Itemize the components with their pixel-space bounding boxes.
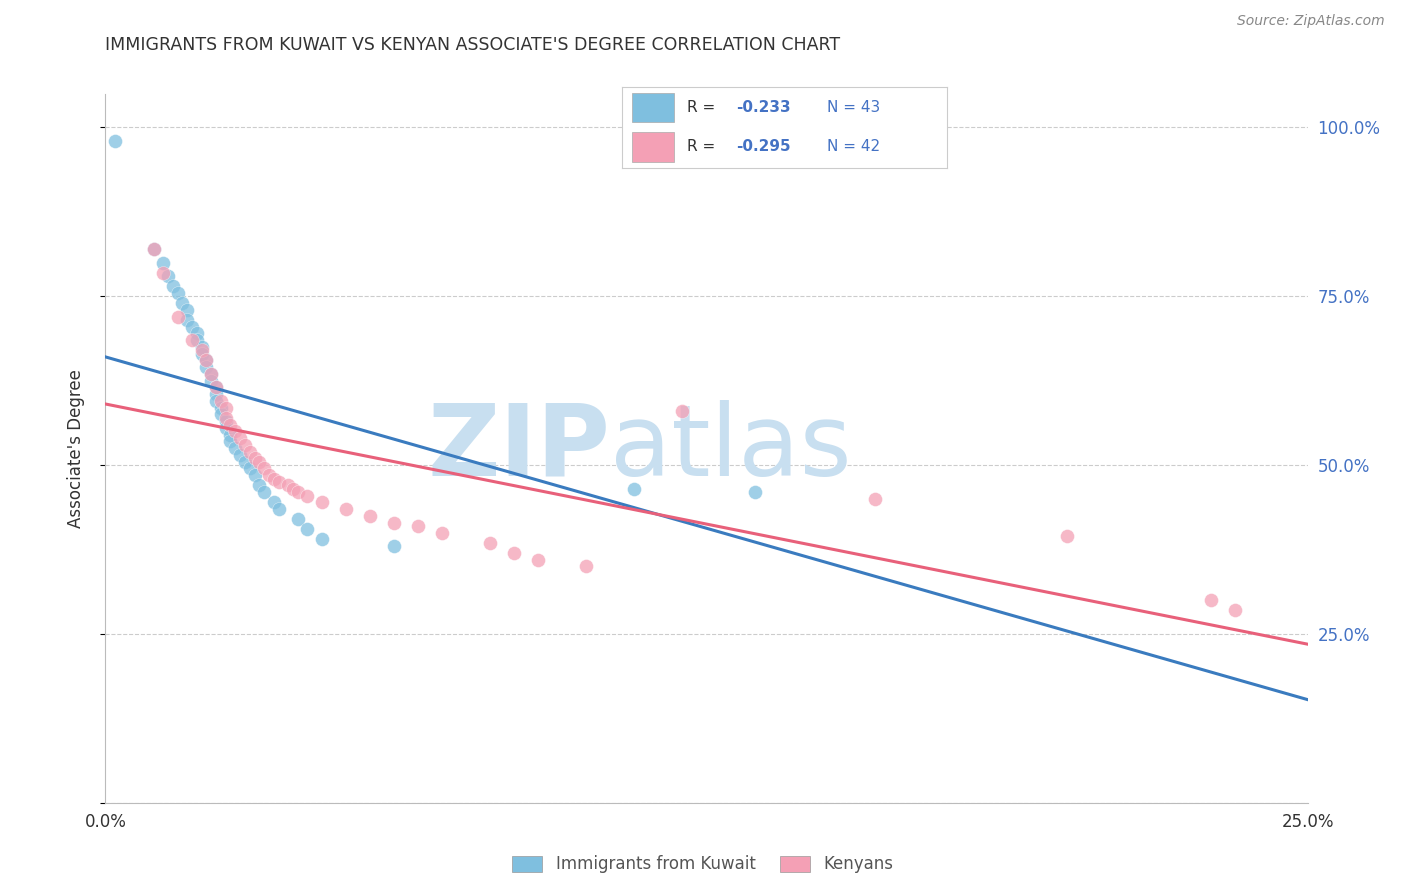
Point — [863, 491, 886, 506]
Point — [406, 519, 429, 533]
Point — [104, 134, 127, 148]
Point — [176, 313, 198, 327]
Text: ZIP: ZIP — [427, 400, 610, 497]
Point — [162, 279, 184, 293]
Point — [744, 485, 766, 500]
Point — [623, 482, 645, 496]
Text: Source: ZipAtlas.com: Source: ZipAtlas.com — [1237, 14, 1385, 29]
Point — [190, 340, 212, 354]
Point — [253, 485, 276, 500]
Point — [205, 387, 228, 401]
Point — [233, 455, 256, 469]
Legend: Immigrants from Kuwait, Kenyans: Immigrants from Kuwait, Kenyans — [506, 849, 900, 880]
Point — [195, 353, 218, 368]
Point — [214, 414, 236, 428]
Point — [287, 485, 309, 500]
Point — [359, 508, 381, 523]
Point — [263, 495, 285, 509]
Point — [214, 410, 236, 425]
Point — [186, 333, 208, 347]
Point — [1392, 647, 1406, 661]
Point — [257, 468, 280, 483]
Point — [671, 404, 693, 418]
Point — [214, 421, 236, 435]
Point — [200, 374, 222, 388]
Point — [224, 425, 246, 439]
Point — [190, 343, 212, 358]
Point — [430, 525, 453, 540]
Point — [287, 512, 309, 526]
Point — [267, 502, 290, 516]
Point — [166, 285, 188, 300]
Point — [224, 442, 246, 456]
Point — [219, 427, 242, 442]
Point — [195, 353, 218, 368]
Point — [205, 380, 228, 394]
Point — [172, 296, 194, 310]
Point — [243, 468, 266, 483]
Point — [239, 461, 262, 475]
Point — [247, 455, 270, 469]
Point — [503, 546, 526, 560]
Point — [142, 242, 165, 256]
Point — [176, 302, 198, 317]
Point — [229, 448, 252, 462]
Point — [200, 367, 222, 381]
Point — [152, 266, 174, 280]
Point — [243, 451, 266, 466]
Point — [205, 380, 228, 394]
Point — [575, 559, 598, 574]
Point — [311, 495, 333, 509]
Point — [297, 489, 319, 503]
Point — [297, 522, 319, 536]
Point — [253, 461, 276, 475]
Y-axis label: Associate's Degree: Associate's Degree — [66, 368, 84, 528]
Point — [479, 535, 502, 549]
Point — [1225, 603, 1247, 617]
Point — [527, 552, 550, 566]
Text: atlas: atlas — [610, 400, 852, 497]
Point — [281, 482, 304, 496]
Point — [181, 319, 204, 334]
Point — [335, 502, 357, 516]
Point — [382, 516, 405, 530]
Point — [205, 394, 228, 409]
Point — [263, 472, 285, 486]
Point — [181, 333, 204, 347]
Point — [190, 346, 212, 360]
Point — [209, 394, 232, 409]
Point — [152, 255, 174, 269]
Point — [214, 401, 236, 415]
Point — [209, 408, 232, 422]
Text: IMMIGRANTS FROM KUWAIT VS KENYAN ASSOCIATE'S DEGREE CORRELATION CHART: IMMIGRANTS FROM KUWAIT VS KENYAN ASSOCIA… — [105, 36, 841, 54]
Point — [267, 475, 290, 489]
Point — [382, 539, 405, 553]
Point — [166, 310, 188, 324]
Point — [200, 367, 222, 381]
Point — [219, 417, 242, 432]
Point — [247, 478, 270, 492]
Point — [219, 434, 242, 449]
Point — [229, 431, 252, 445]
Point — [277, 478, 299, 492]
Point — [209, 401, 232, 415]
Point — [1201, 593, 1223, 607]
Point — [156, 268, 179, 283]
Point — [142, 242, 165, 256]
Point — [311, 533, 333, 547]
Point — [1392, 630, 1406, 644]
Point — [1056, 529, 1078, 543]
Point — [233, 438, 256, 452]
Point — [239, 444, 262, 458]
Point — [195, 360, 218, 375]
Point — [186, 326, 208, 341]
